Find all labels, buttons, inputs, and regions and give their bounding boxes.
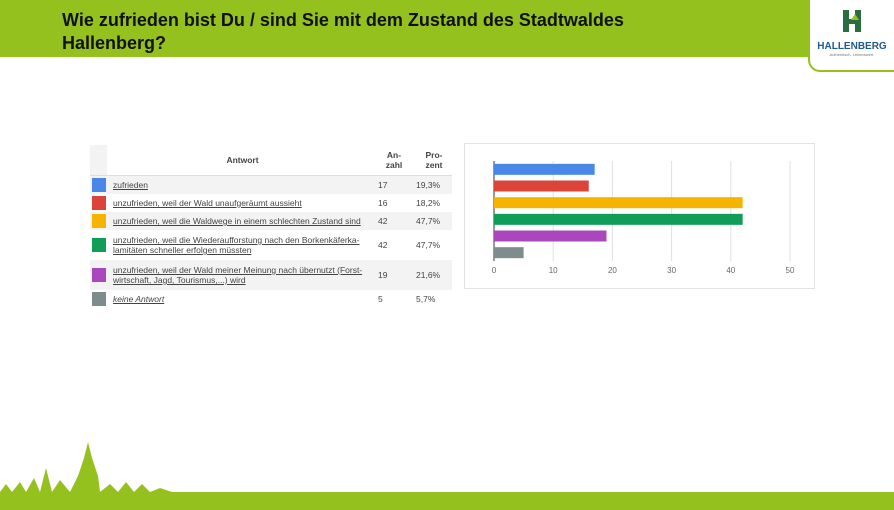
percent: 5,7% <box>416 294 436 304</box>
x-tick-label: 30 <box>667 266 676 275</box>
logo: HALLENBERG Authentisch. Lebenswert. <box>808 0 894 72</box>
percent: 19,3% <box>416 180 441 190</box>
label-line: lamitäten schneller erfolgen müssten <box>113 245 252 255</box>
header-line: An- <box>386 150 402 160</box>
swatch <box>90 176 107 194</box>
label-line: unzufrieden, weil die Wiederaufforstung … <box>113 235 360 245</box>
answer-table: Antwort An-zahl Pro-zent zufrieden 17 19,3% un… <box>90 145 452 308</box>
count: 19 <box>378 270 388 280</box>
answer-label: zufrieden <box>107 180 372 190</box>
color-swatch <box>91 178 106 192</box>
answer-label: unzufrieden, weil der Wald unaufgeräumt … <box>107 198 372 208</box>
header-band <box>0 0 894 57</box>
column-header: Pro-zent <box>410 150 452 170</box>
answer-label: unzufrieden, weil die Wiederaufforstung … <box>107 235 372 255</box>
logo-icon <box>843 10 861 32</box>
table-row: unzufrieden, weil der Wald unaufgeräumt … <box>90 194 452 212</box>
x-tick-label: 10 <box>549 266 558 275</box>
label-line: unzufrieden, weil der Wald meiner Meinun… <box>113 265 363 275</box>
color-swatch <box>91 268 106 282</box>
color-swatch <box>91 292 106 306</box>
table-row: zufrieden 17 19,3% <box>90 176 452 194</box>
count: 16 <box>378 198 388 208</box>
color-swatch <box>91 196 106 210</box>
count: 17 <box>378 180 388 190</box>
title-line: Hallenberg? <box>62 33 167 53</box>
swatch-header <box>90 145 107 175</box>
color-swatch <box>91 214 106 228</box>
header-line: zahl <box>385 160 403 170</box>
x-tick-label: 0 <box>492 266 497 275</box>
answer-label: unzufrieden, weil die Waldwege in einem … <box>107 216 372 226</box>
color-swatch <box>91 238 106 252</box>
slide-title: Wie zufrieden bist Du / sind Sie mit dem… <box>62 9 624 55</box>
bar <box>494 163 595 175</box>
label-line: keine Antwort <box>113 294 165 304</box>
table-row: unzufrieden, weil der Wald meiner Meinun… <box>90 260 452 290</box>
bar <box>494 180 589 192</box>
bar <box>494 230 607 242</box>
label-line: zufrieden <box>113 180 148 190</box>
label-line: unzufrieden, weil der Wald unaufgeräumt … <box>113 198 302 208</box>
count: 42 <box>378 240 388 250</box>
column-header: An-zahl <box>372 150 410 170</box>
title-line: Wie zufrieden bist Du / sind Sie mit dem… <box>62 10 624 30</box>
x-tick-label: 50 <box>786 266 795 275</box>
header-line: zent <box>425 160 443 170</box>
skyline <box>0 442 172 492</box>
label-line: unzufrieden, weil die Waldwege in einem … <box>113 216 361 226</box>
bar-chart: 0 10 20 30 40 50 <box>464 143 815 289</box>
percent: 47,7% <box>416 216 441 226</box>
swatch <box>90 290 107 308</box>
logo-name: HALLENBERG <box>817 41 887 52</box>
header-row: Antwort An-zahl Pro-zent <box>90 145 452 176</box>
bar <box>494 213 743 225</box>
percent: 21,6% <box>416 270 441 280</box>
x-tick-label: 40 <box>726 266 735 275</box>
swatch <box>90 230 107 260</box>
logo-tagline: Authentisch. Lebenswert. <box>829 52 875 57</box>
table-row: unzufrieden, weil die Waldwege in einem … <box>90 212 452 230</box>
swatch <box>90 194 107 212</box>
answer-label: keine Antwort <box>107 294 372 304</box>
count: 42 <box>378 216 388 226</box>
count: 5 <box>378 294 383 304</box>
column-header: Antwort <box>107 155 372 165</box>
x-tick-label: 20 <box>608 266 617 275</box>
table-row: keine Antwort 5 5,7% <box>90 290 452 308</box>
table-row: unzufrieden, weil die Wiederaufforstung … <box>90 230 452 260</box>
label-line: wirtschaft, Jagd, Tourismus,...) wird <box>113 275 246 285</box>
percent: 18,2% <box>416 198 441 208</box>
header-line: Pro- <box>425 150 443 160</box>
swatch <box>90 212 107 230</box>
footer <box>0 442 894 510</box>
bar <box>494 197 743 209</box>
footer-band <box>0 492 894 510</box>
bar <box>494 247 524 259</box>
answer-label: unzufrieden, weil der Wald meiner Meinun… <box>107 265 372 285</box>
swatch <box>90 260 107 290</box>
header-line: Antwort <box>226 155 259 165</box>
percent: 47,7% <box>416 240 441 250</box>
